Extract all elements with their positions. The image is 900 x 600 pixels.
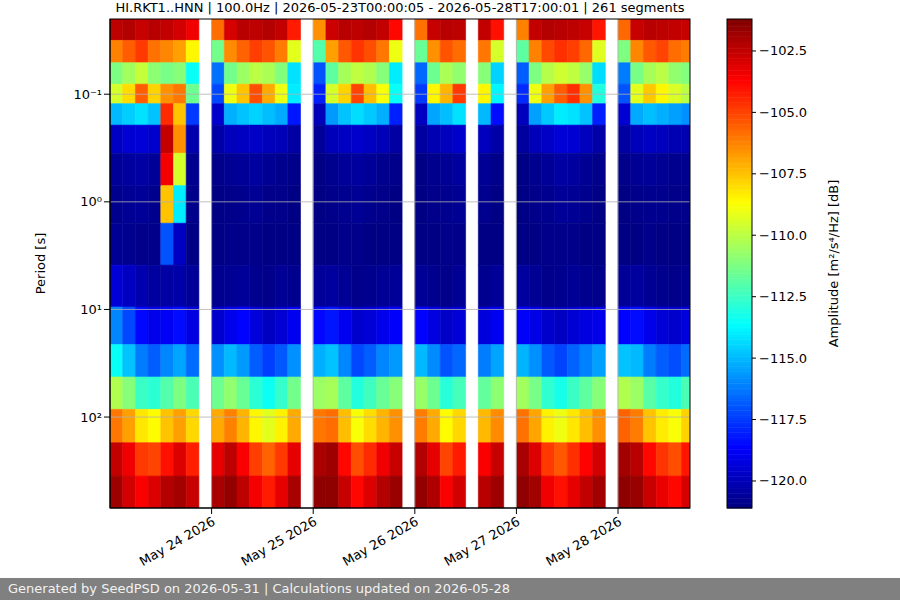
svg-text:May 26 2026: May 26 2026	[340, 514, 421, 569]
svg-text:−107.5: −107.5	[759, 166, 807, 181]
svg-text:10²: 10²	[80, 410, 102, 425]
svg-text:May 25 2026: May 25 2026	[238, 514, 319, 569]
svg-text:May 27 2026: May 27 2026	[442, 514, 523, 569]
svg-text:−105.0: −105.0	[759, 105, 807, 120]
svg-text:10¹: 10¹	[80, 302, 102, 317]
svg-text:−115.0: −115.0	[759, 351, 807, 366]
svg-text:Amplitude [m²/s⁴/Hz] [dB]: Amplitude [m²/s⁴/Hz] [dB]	[826, 180, 841, 348]
svg-text:May 28 2026: May 28 2026	[543, 514, 624, 569]
svg-text:−117.5: −117.5	[759, 412, 807, 427]
svg-text:−110.0: −110.0	[759, 228, 807, 243]
svg-text:10⁰: 10⁰	[80, 194, 102, 209]
svg-text:10⁻¹: 10⁻¹	[73, 87, 102, 102]
svg-text:Period [s]: Period [s]	[33, 233, 48, 295]
svg-text:−112.5: −112.5	[759, 289, 807, 304]
svg-text:−120.0: −120.0	[759, 473, 807, 488]
html-text:Generated by SeedPSD on 2026-0: Generated by SeedPSD on 2026-05-31 | Cal…	[8, 581, 510, 596]
svg-text:May 24 2026: May 24 2026	[137, 514, 218, 569]
svg-text:HI.RKT1..HNN | 100.0Hz | 2026-: HI.RKT1..HNN | 100.0Hz | 2026-05-23T00:0…	[115, 0, 684, 15]
svg-text:−102.5: −102.5	[759, 43, 807, 58]
